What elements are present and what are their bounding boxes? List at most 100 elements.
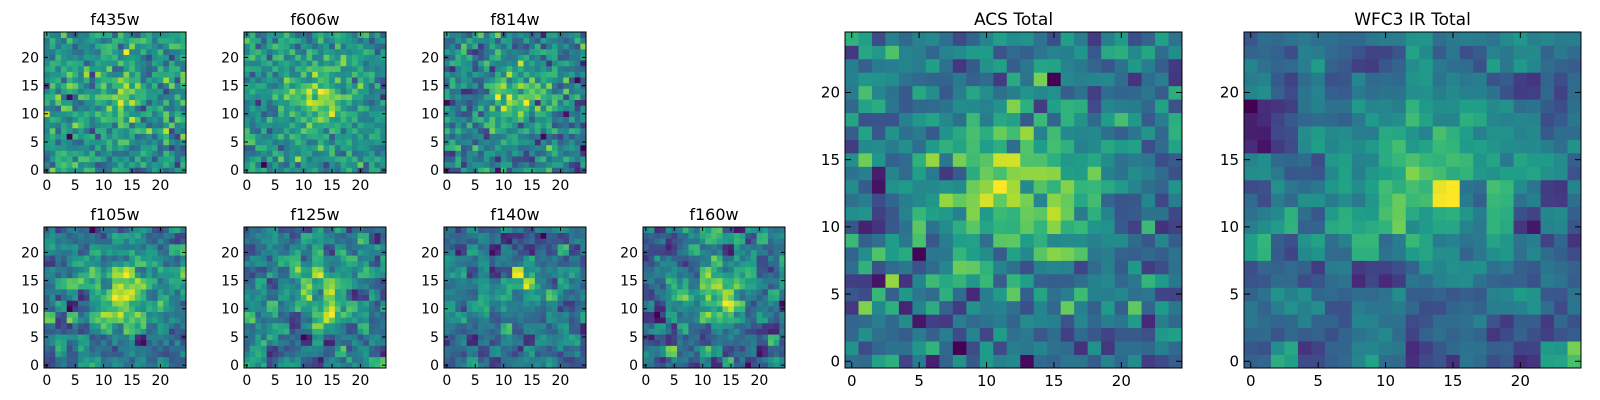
heatmap-cell (368, 110, 376, 117)
heatmap-cell (546, 317, 553, 324)
heatmap-cell (449, 322, 456, 329)
heatmap-cell (295, 227, 302, 234)
heatmap-cell (745, 289, 752, 296)
heatmap-cell (677, 232, 684, 239)
heatmap-cell (380, 260, 387, 267)
heatmap-cell (1006, 179, 1021, 194)
heatmap-cell (89, 283, 96, 290)
heatmap-cell (346, 144, 353, 151)
heatmap-cell (466, 133, 473, 140)
heatmap-cell (716, 345, 723, 352)
heatmap-cell (756, 277, 763, 284)
heatmap-cell (306, 139, 313, 146)
y-tick-label: 0 (230, 358, 239, 374)
heatmap-cell (340, 317, 347, 324)
heatmap-cell (705, 305, 712, 312)
heatmap-cell (461, 249, 468, 256)
heatmap-cell (249, 260, 256, 267)
heatmap-cell (351, 133, 358, 140)
heatmap-cell (55, 294, 62, 301)
heatmap-cell (557, 322, 564, 329)
heatmap-cell (89, 122, 96, 129)
heatmap-cell (540, 65, 547, 72)
heatmap-cell (255, 99, 262, 106)
heatmap-cell (123, 334, 130, 341)
heatmap-cell (261, 334, 268, 341)
heatmap-cell (157, 48, 164, 55)
heatmap-cell (912, 233, 927, 248)
heatmap-cell (306, 345, 313, 352)
heatmap-cell (478, 238, 485, 245)
heatmap-cell (117, 362, 124, 369)
heatmap-cell (295, 43, 302, 50)
heatmap-cell (306, 339, 313, 346)
heatmap-cell (329, 249, 336, 256)
heatmap-cell (261, 339, 268, 346)
heatmap-cell (478, 82, 485, 89)
heatmap-cell (551, 54, 558, 61)
heatmap-cell (489, 260, 496, 267)
heatmap-cell (146, 238, 153, 245)
heatmap-cell (157, 255, 164, 262)
heatmap-cell (89, 272, 96, 279)
axes-frame (243, 31, 387, 174)
heatmap-cell (563, 133, 570, 140)
heatmap-cell (546, 77, 553, 84)
x-tick-label: 10 (495, 178, 513, 194)
heatmap-cell (557, 289, 564, 296)
heatmap-cell (517, 289, 524, 296)
heatmap-cell (534, 289, 541, 296)
heatmap-cell (925, 206, 940, 221)
heatmap-cell (151, 88, 158, 95)
heatmap-cell (272, 127, 279, 134)
heatmap-cell (705, 351, 712, 358)
heatmap-cell (529, 150, 536, 157)
heatmap-cell (123, 238, 130, 245)
heatmap-cell (461, 133, 468, 140)
heatmap-cell (261, 88, 268, 95)
heatmap-cell (66, 334, 73, 341)
heatmap-cell (61, 110, 68, 117)
heatmap-cell (506, 294, 513, 301)
heatmap-cell (455, 362, 462, 369)
heatmap-cell (174, 266, 181, 273)
heatmap-cell (671, 356, 678, 363)
heatmap-cell (266, 289, 273, 296)
heatmap-cell (444, 60, 451, 67)
heatmap-cell (374, 105, 381, 112)
heatmap-cell (551, 65, 558, 72)
heatmap-cell (461, 345, 468, 352)
heatmap-cell (134, 362, 141, 369)
heatmap-cell (925, 233, 940, 248)
heatmap-cell (534, 334, 541, 341)
heatmap-cell (912, 354, 927, 369)
heatmap-cell (568, 133, 576, 140)
heatmap-cell (95, 356, 102, 363)
heatmap-cell (44, 77, 51, 84)
heatmap-cell (1006, 220, 1021, 234)
x-tick-label: 15 (323, 178, 341, 194)
heatmap-cell (654, 294, 661, 301)
heatmap-cell (78, 238, 85, 245)
heatmap-cell (157, 272, 164, 279)
heatmap-cell (368, 161, 376, 168)
heatmap-cell (546, 48, 553, 55)
heatmap-cell (323, 32, 330, 39)
heatmap-cell (283, 167, 290, 174)
heatmap-cell (78, 328, 85, 335)
heatmap-cell (495, 150, 502, 157)
heatmap-cell (329, 116, 336, 123)
heatmap-cell (100, 356, 107, 363)
heatmap-cell (500, 289, 507, 296)
heatmap-cell (283, 289, 290, 296)
heatmap-cell (300, 156, 307, 163)
heatmap-cell (117, 32, 124, 39)
axes-frame (642, 226, 786, 369)
x-tick-label: 20 (352, 178, 370, 194)
heatmap-cell (682, 294, 689, 301)
heatmap-cell (49, 339, 56, 346)
heatmap-cell (1033, 354, 1048, 369)
heatmap-cell (329, 328, 336, 335)
heatmap-cell (483, 48, 490, 55)
heatmap-cell (489, 65, 496, 72)
